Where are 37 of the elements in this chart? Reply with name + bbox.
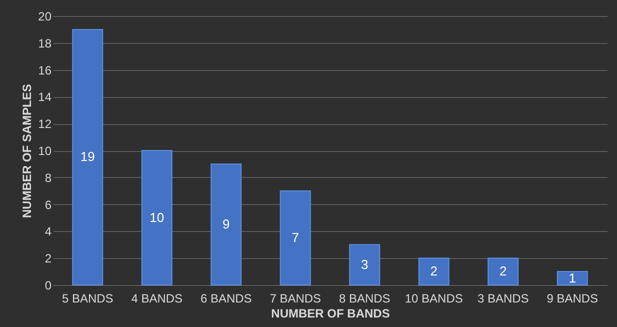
bar [418,258,450,286]
data-label: 3 [361,256,368,272]
data-label: 10 [150,210,164,225]
x-tick-label: 6 BANDS [200,292,252,306]
bar [141,150,172,286]
data-label: 2 [500,264,507,279]
y-tick-label: 16 [38,63,52,78]
bar [349,244,380,286]
data-label: 7 [292,230,299,245]
y-tick-label: 8 [44,170,52,185]
data-label: 19 [80,149,95,164]
x-tick-label: 5 BANDS [62,292,114,306]
data-label: 2 [430,264,438,279]
x-tick-label: 8 BANDS [338,292,390,306]
x-axis-title: NUMBER OF BANDS [271,306,390,320]
y-tick-label: 10 [38,144,52,158]
y-tick-label: 14 [38,90,52,104]
y-tick-label: 2 [44,252,52,266]
bar [280,190,311,286]
x-tick-label: 7 BANDS [270,292,322,306]
y-tick-label: 12 [38,117,52,132]
y-tick-label: 6 [44,198,52,212]
bar [72,28,104,286]
x-tick-label: 10 BANDS [404,292,463,306]
y-axis-title: NUMBER OF SAMPLES [20,84,34,218]
x-tick-label: 4 BANDS [131,292,183,306]
y-tick-label: 20 [38,10,52,24]
bar [556,271,588,286]
data-label: 1 [568,270,576,286]
y-tick-label: 4 [44,224,52,239]
x-tick-label: 3 BANDS [477,292,529,306]
bar [210,163,242,286]
bar [488,258,519,286]
x-tick-label: 9 BANDS [546,292,598,306]
y-tick-label: 18 [38,36,52,50]
y-tick-label: 0 [44,278,52,292]
data-label: 9 [222,216,230,232]
